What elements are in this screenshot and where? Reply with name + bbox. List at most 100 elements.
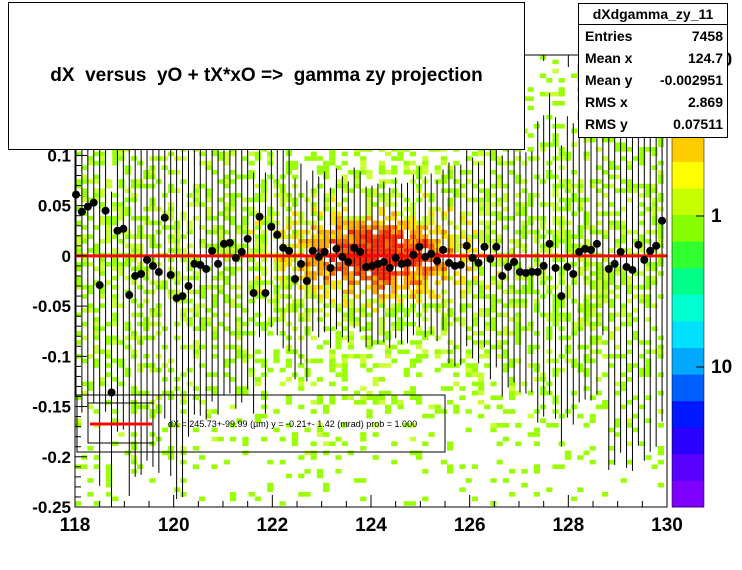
heatmap-cell <box>81 262 88 267</box>
heatmap-cell <box>403 390 410 396</box>
heatmap-cell <box>639 202 646 207</box>
profile-marker <box>409 250 418 259</box>
heatmap-cell <box>583 156 590 161</box>
heatmap-cell <box>372 202 379 207</box>
heatmap-cell <box>360 160 367 166</box>
heatmap-cell <box>341 151 348 157</box>
heatmap-cell <box>75 501 82 506</box>
heatmap-cell <box>75 151 82 157</box>
heatmap-cell <box>267 331 274 336</box>
heatmap-cell <box>75 275 82 281</box>
heatmap-cell <box>329 156 336 161</box>
heatmap-cell <box>230 220 237 226</box>
heatmap-cell <box>174 248 181 253</box>
heatmap-cell <box>657 206 664 212</box>
heatmap-cell <box>335 303 342 308</box>
heatmap-cell <box>242 225 249 230</box>
heatmap-cell <box>360 275 367 281</box>
heatmap-cell <box>540 179 547 184</box>
heatmap-cell <box>261 372 268 377</box>
heatmap-cell <box>112 298 119 304</box>
heatmap-cell <box>478 340 485 345</box>
heatmap-cell <box>645 229 652 235</box>
heatmap-cell <box>106 321 113 327</box>
heatmap-cell <box>409 216 416 221</box>
heatmap-cell <box>595 317 602 322</box>
heatmap-cell <box>639 243 646 249</box>
heatmap-cell <box>589 418 596 423</box>
heatmap-cell <box>583 367 590 373</box>
heatmap-cell <box>633 427 640 433</box>
heatmap-cell <box>93 151 100 157</box>
profile-marker <box>575 247 584 256</box>
heatmap-cell <box>93 321 100 327</box>
heatmap-cell <box>279 367 286 373</box>
x-tick-label: 118 <box>60 515 91 536</box>
heatmap-cell <box>595 285 602 290</box>
heatmap-cell <box>254 418 261 423</box>
heatmap-cell <box>366 409 373 414</box>
heatmap-cell <box>614 211 621 216</box>
heatmap-cell <box>130 335 137 341</box>
stats-label: RMS y <box>585 116 628 132</box>
heatmap-cell <box>440 289 447 295</box>
heatmap-cell <box>533 464 540 469</box>
heatmap-cell <box>366 321 373 327</box>
heatmap-cell <box>589 285 596 290</box>
heatmap-cell <box>378 170 385 175</box>
heatmap-cell <box>186 289 193 295</box>
heatmap-cell <box>316 285 323 290</box>
heatmap-cell <box>93 331 100 336</box>
heatmap-cell <box>217 436 224 442</box>
heatmap-cell <box>267 174 274 180</box>
heatmap-cell <box>254 183 261 189</box>
heatmap-cell <box>99 188 106 193</box>
profile-marker <box>219 239 228 248</box>
heatmap-cell <box>502 326 509 331</box>
profile-marker <box>231 253 240 262</box>
heatmap-cell <box>589 413 596 419</box>
heatmap-cell <box>372 225 379 230</box>
heatmap-cell <box>143 266 150 272</box>
heatmap-cell <box>223 229 230 235</box>
heatmap-cell <box>385 193 392 198</box>
heatmap-cell <box>273 294 280 299</box>
heatmap-cell <box>341 441 348 446</box>
heatmap-cell <box>589 243 596 249</box>
heatmap-cell <box>335 344 342 350</box>
heatmap-cell <box>409 294 416 299</box>
heatmap-cell <box>602 289 609 295</box>
heatmap-cell <box>267 211 274 216</box>
heatmap-cell <box>254 413 261 419</box>
heatmap-cell <box>608 225 615 230</box>
heatmap-cell <box>130 459 137 465</box>
heatmap-cell <box>354 317 361 322</box>
heatmap-cell <box>335 285 342 290</box>
heatmap-cell <box>403 271 410 276</box>
heatmap-cell <box>335 363 342 368</box>
heatmap-cell <box>180 216 187 221</box>
heatmap-cell <box>130 183 137 189</box>
heatmap-cell <box>651 206 658 212</box>
heatmap-cell <box>633 363 640 368</box>
heatmap-cell <box>620 142 627 147</box>
heatmap-cell <box>614 423 621 428</box>
heatmap-cell <box>639 298 646 304</box>
heatmap-cell <box>366 367 373 373</box>
heatmap-cell <box>118 381 125 387</box>
heatmap-cell <box>595 211 602 216</box>
heatmap-cell <box>645 206 652 212</box>
heatmap-cell <box>515 326 522 331</box>
heatmap-cell <box>323 280 330 285</box>
heatmap-cell <box>496 331 503 336</box>
heatmap-cell <box>81 188 88 193</box>
heatmap-cell <box>490 423 497 428</box>
heatmap-cell <box>459 487 466 492</box>
heatmap-cell <box>645 298 652 304</box>
heatmap-cell <box>471 160 478 166</box>
heatmap-cell <box>620 386 627 391</box>
heatmap-cell <box>620 354 627 359</box>
heatmap-cell <box>571 275 578 281</box>
heatmap-cell <box>248 151 255 157</box>
heatmap-cell <box>651 303 658 308</box>
